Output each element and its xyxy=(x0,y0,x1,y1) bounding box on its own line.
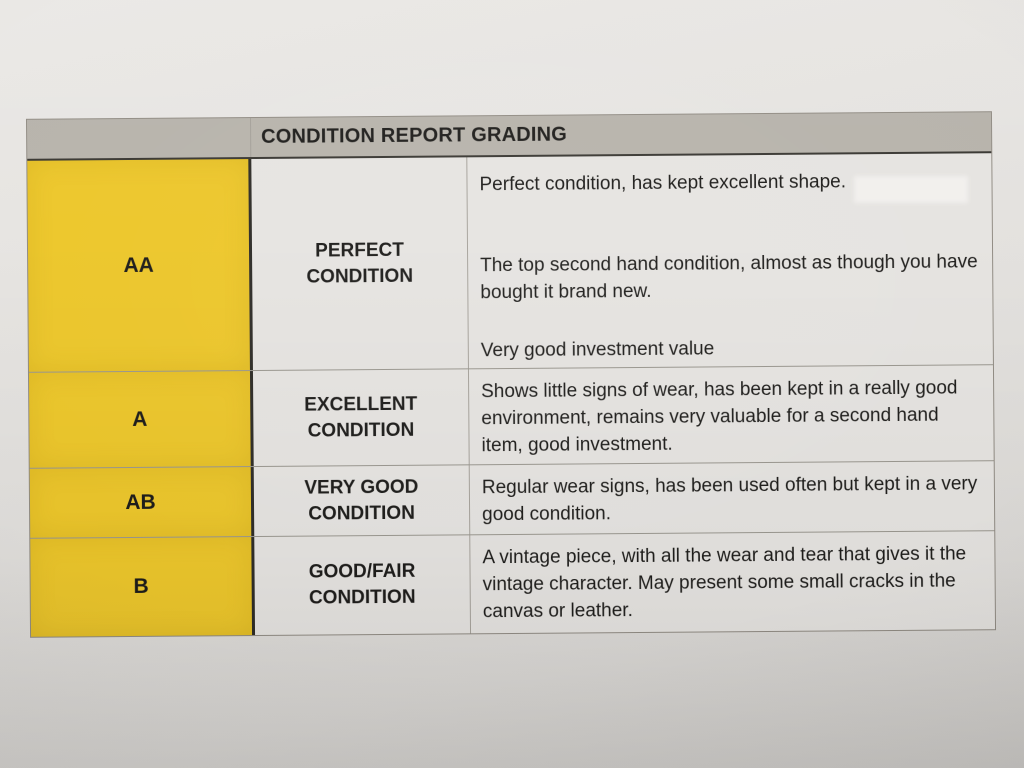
description-paragraph: The top second hand condition, almost as… xyxy=(480,251,978,304)
table-row-a: A EXCELLENT CONDITION Shows little signs o… xyxy=(28,364,994,468)
condition-cell: VERY GOOD CONDITION xyxy=(253,465,471,537)
description-cell: Perfect condition, has kept excellent sh… xyxy=(467,153,993,368)
condition-label: GOOD/FAIR CONDITION xyxy=(308,560,416,609)
condition-label: VERY GOOD CONDITION xyxy=(304,476,419,525)
description-paragraph: Shows little signs of wear, has been kep… xyxy=(481,377,958,457)
grade-cell-ab: AB xyxy=(29,467,255,538)
description-cell: Shows little signs of wear, has been kep… xyxy=(469,365,994,464)
grade-label: B xyxy=(133,574,149,598)
grade-label: AB xyxy=(125,490,156,514)
description-cell: A vintage piece, with all the wear and t… xyxy=(470,531,995,633)
condition-cell: GOOD/FAIR CONDITION xyxy=(254,535,472,636)
condition-cell: EXCELLENT CONDITION xyxy=(252,369,470,467)
header-spacer-cell xyxy=(26,118,252,159)
grade-cell-aa: AA xyxy=(27,159,253,372)
table-row-b: B GOOD/FAIR CONDITION A vintage piece, wit… xyxy=(30,530,996,637)
grade-label: AA xyxy=(123,253,154,277)
condition-label: EXCELLENT CONDITION xyxy=(304,393,418,442)
description-paragraph: A vintage piece, with all the wear and t… xyxy=(482,543,967,623)
description-paragraph: Regular wear signs, has been used often … xyxy=(481,473,978,526)
description-paragraph: Perfect condition, has kept excellent sh… xyxy=(479,171,847,196)
condition-label: PERFECT CONDITION xyxy=(306,239,414,288)
grade-cell-a: A xyxy=(28,371,254,468)
grade-cell-b: B xyxy=(30,537,256,637)
table-title: CONDITION REPORT GRADING xyxy=(261,123,568,148)
condition-cell: PERFECT CONDITION xyxy=(251,157,469,371)
description-paragraph: Very good investment value xyxy=(480,338,715,362)
condition-grading-table: CONDITION REPORT GRADING AA PERFECT CONDI… xyxy=(25,111,997,638)
description-cell: Regular wear signs, has been used often … xyxy=(470,461,995,534)
table-row-ab: AB VERY GOOD CONDITION Regular wear signs,… xyxy=(29,460,995,538)
table-body: AA PERFECT CONDITION Perfect condition, ha… xyxy=(27,153,996,637)
table-row-aa: AA PERFECT CONDITION Perfect condition, ha… xyxy=(27,153,993,372)
grade-label: A xyxy=(132,407,148,431)
